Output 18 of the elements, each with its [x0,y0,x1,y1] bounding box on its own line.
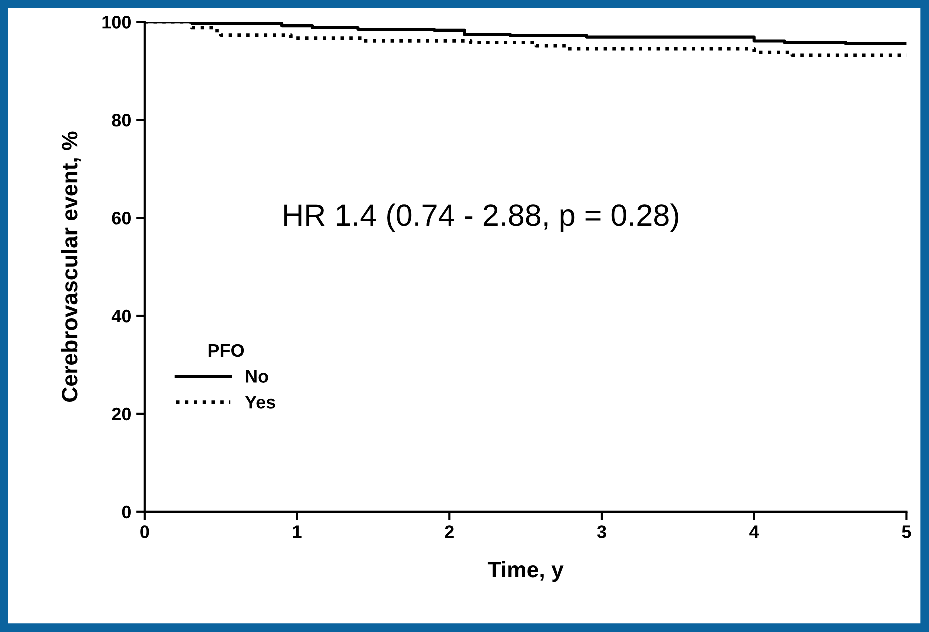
x-tick-label: 2 [445,526,454,538]
x-tick-label: 1 [293,526,302,538]
y-tick-label: 80 [112,114,131,127]
annotation: HR 1.4 (0.74 - 2.88, p = 0.28) [284,204,678,232]
legend-label: Yes [245,396,276,409]
y-axis-title: Cerebrovascular event, % [61,132,81,402]
legend-label: No [246,370,268,383]
x-tick-label: 4 [750,526,760,538]
x-tick-label: 0 [140,526,150,538]
x-tick-label: 5 [902,526,912,538]
legend-title: PFO [208,344,244,358]
x-axis-title: Time, y [488,561,564,582]
y-tick-label: 60 [112,212,131,225]
y-tick-label: 20 [112,408,131,421]
y-tick-label: 0 [122,506,131,519]
x-tick-label: 3 [597,526,606,538]
y-tick-label: 100 [102,16,131,29]
y-tick-label: 40 [112,310,131,323]
